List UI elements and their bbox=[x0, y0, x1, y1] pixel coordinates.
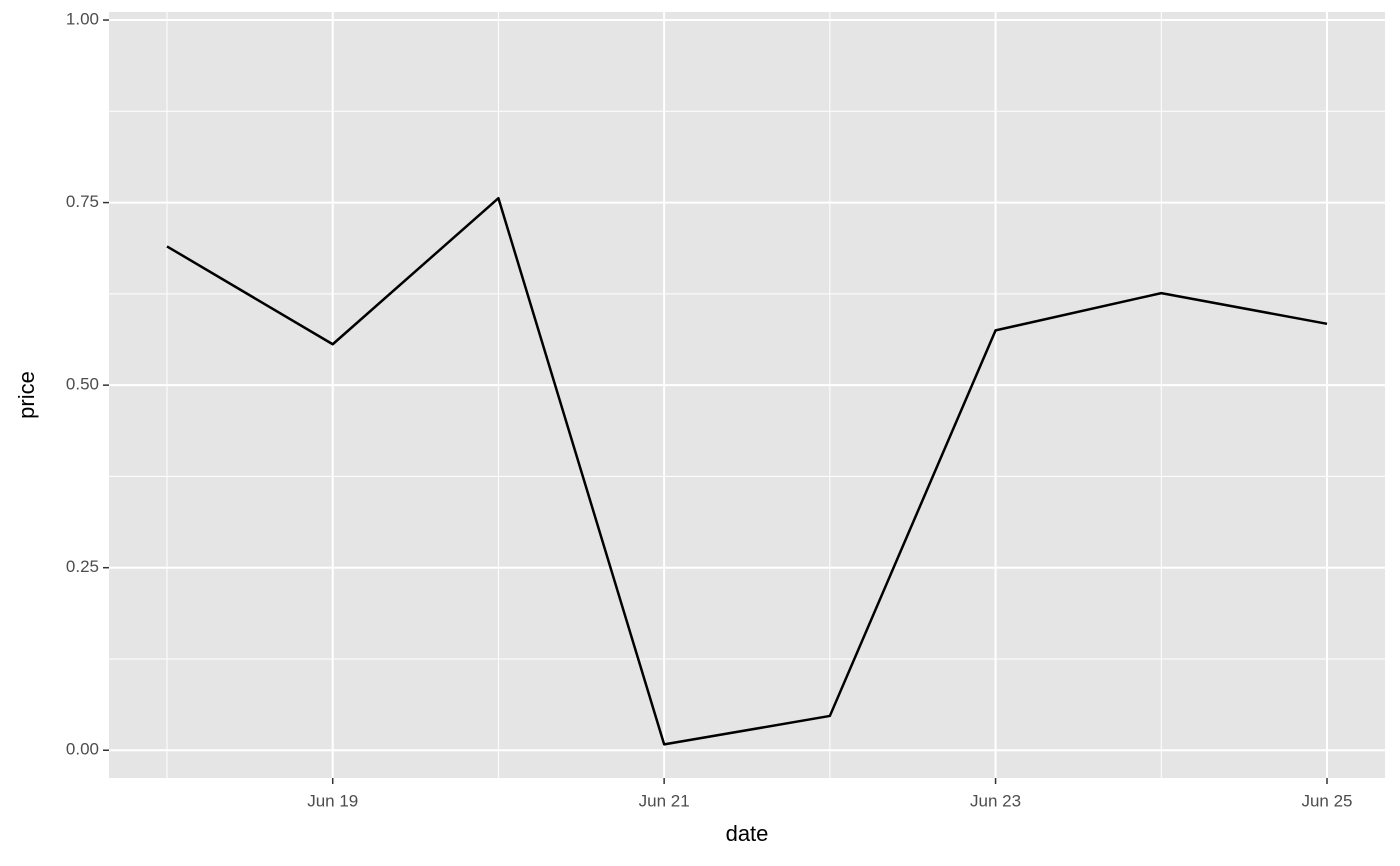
panel bbox=[109, 12, 1385, 778]
x-tick-label: Jun 25 bbox=[1301, 791, 1352, 810]
y-tick-label: 0.00 bbox=[66, 740, 99, 759]
x-axis-title: date bbox=[726, 821, 769, 846]
y-axis-title: price bbox=[14, 371, 39, 419]
x-tick-label: Jun 23 bbox=[970, 791, 1021, 810]
y-tick-label: 0.75 bbox=[66, 192, 99, 211]
x-tick-label: Jun 21 bbox=[639, 791, 690, 810]
line bbox=[166, 196, 1328, 746]
y-tick-label: 0.50 bbox=[66, 375, 99, 394]
y-tick-label: 1.00 bbox=[66, 10, 99, 29]
y-tick-label: 0.25 bbox=[66, 557, 99, 576]
x-tick-label: Jun 19 bbox=[307, 791, 358, 810]
